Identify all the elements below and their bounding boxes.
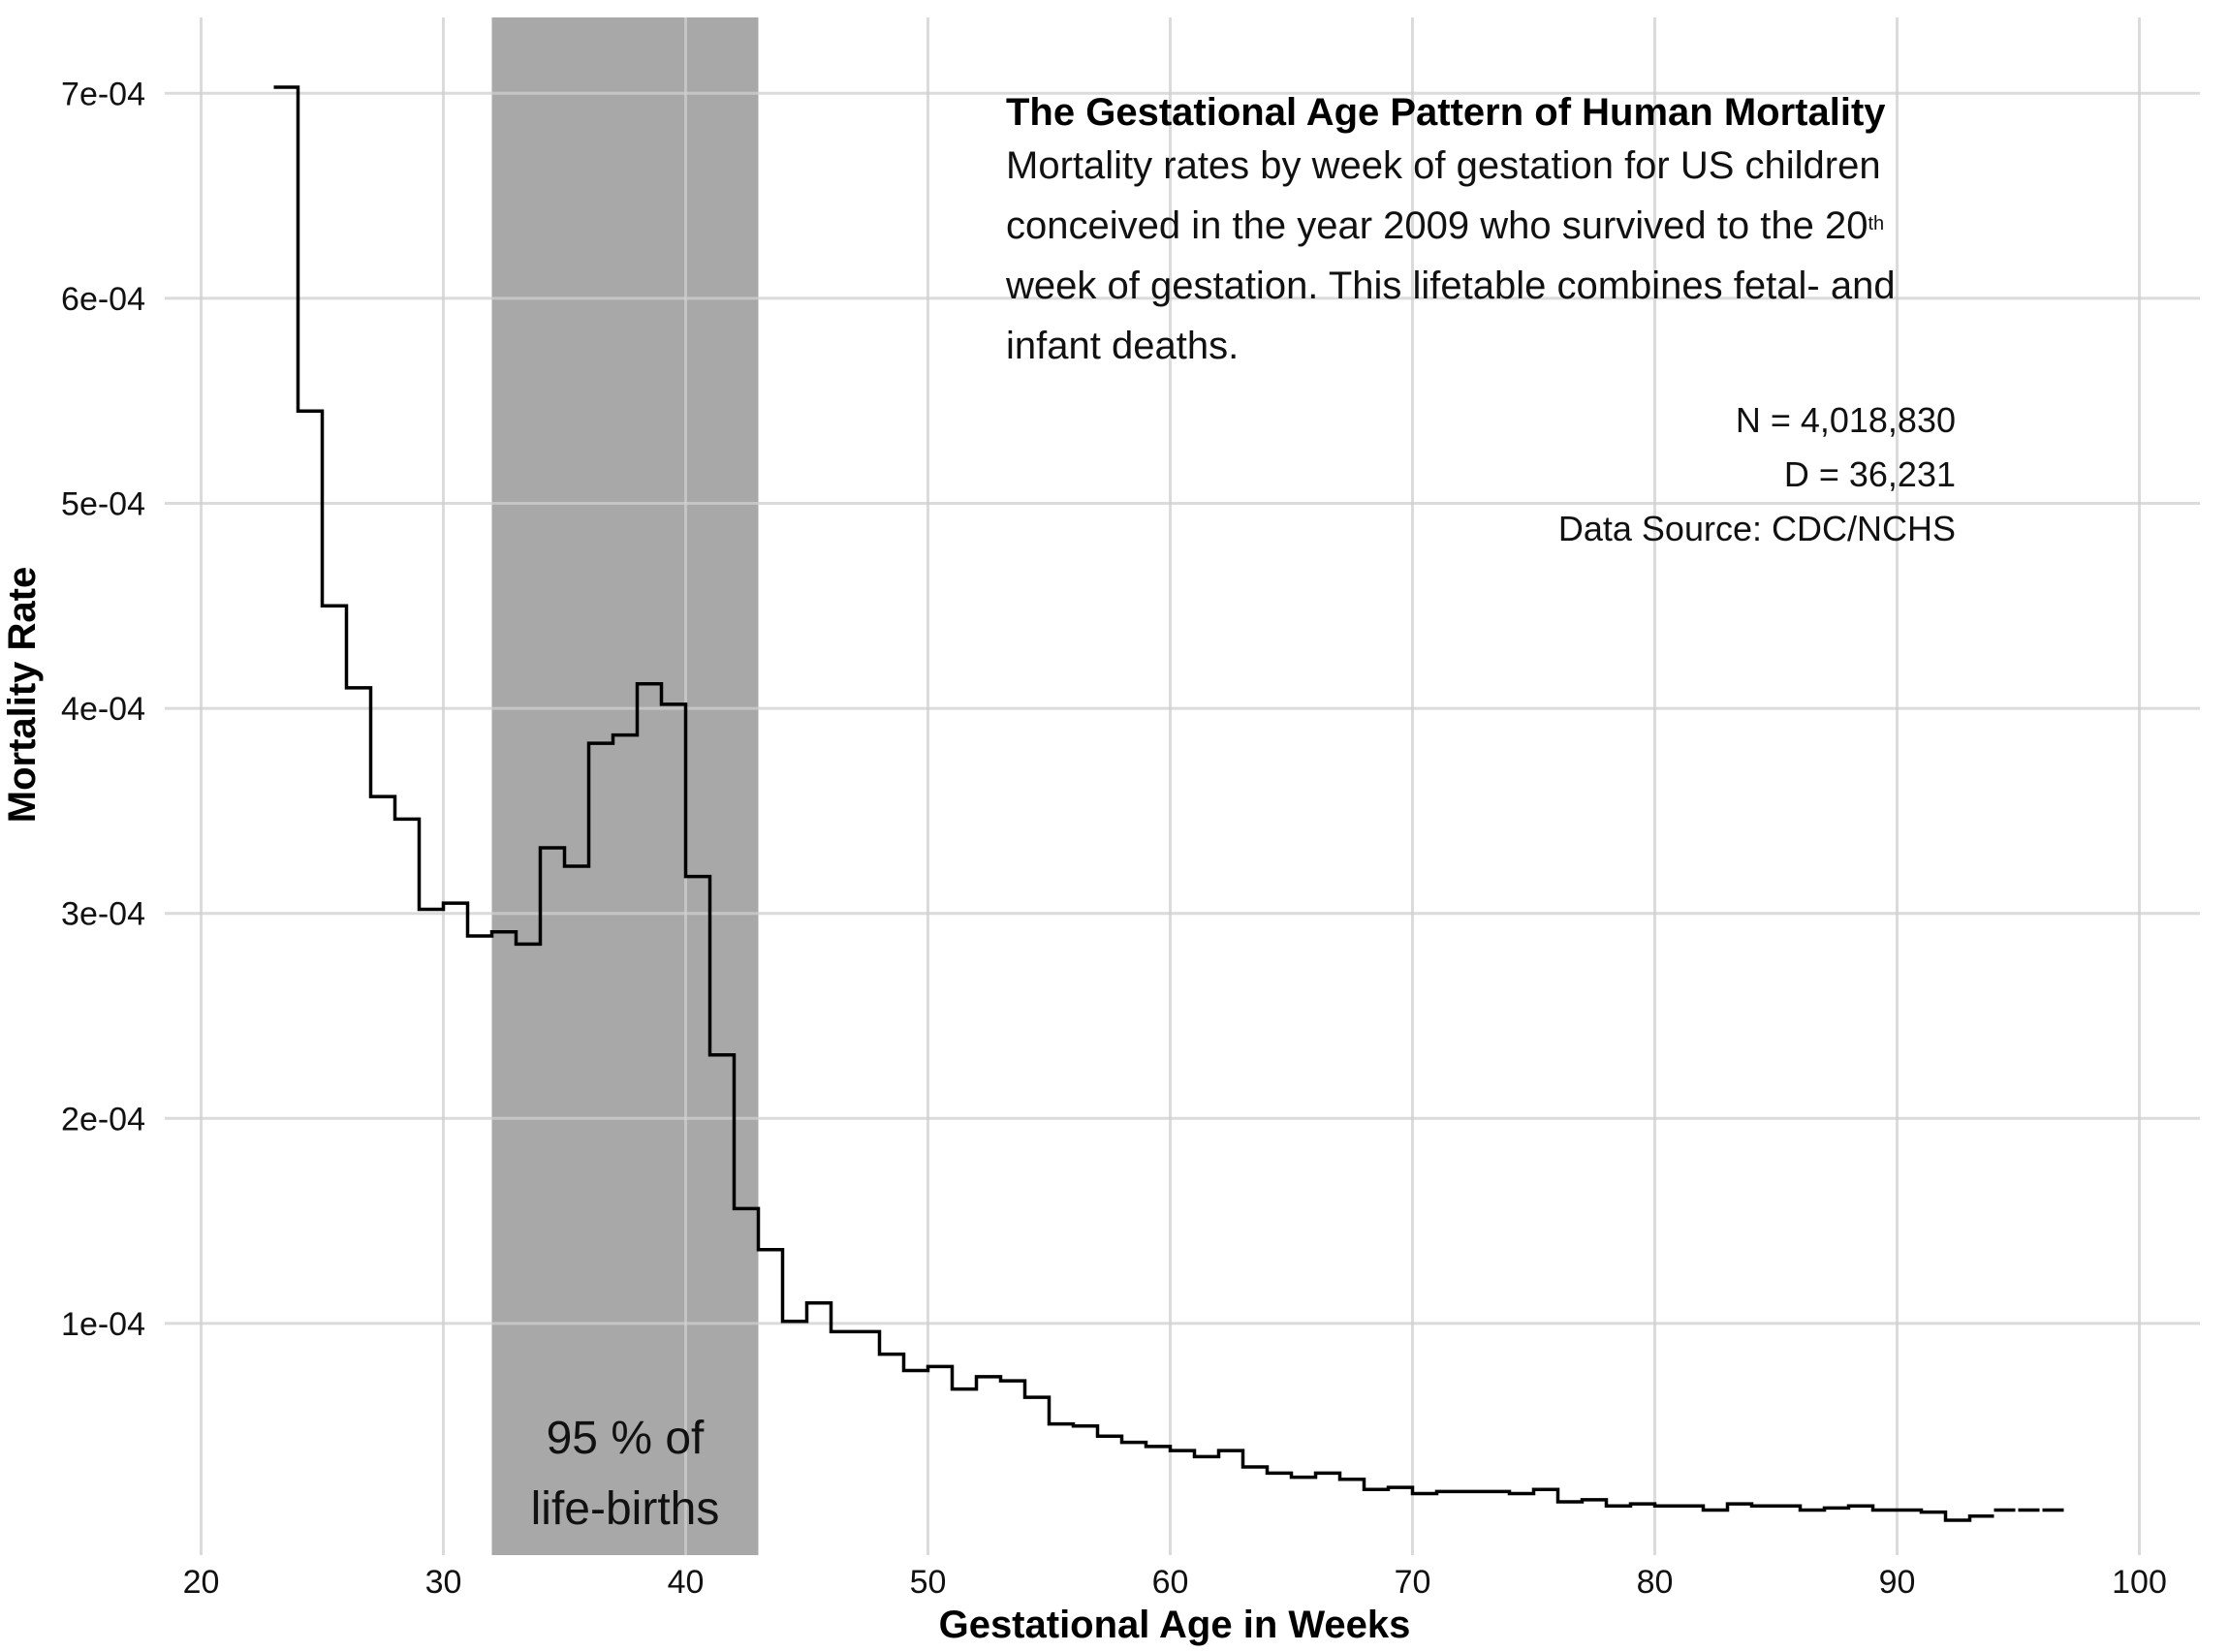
x-tick-label: 100 bbox=[2112, 1564, 2167, 1601]
y-tick-label: 2e-04 bbox=[61, 1101, 145, 1138]
stat-d: D = 36,231 bbox=[1783, 454, 1956, 494]
x-axis-title: Gestational Age in Weeks bbox=[939, 1604, 1411, 1646]
y-tick-label: 1e-04 bbox=[61, 1306, 145, 1343]
y-tick-label: 4e-04 bbox=[61, 691, 145, 728]
x-tick-label: 60 bbox=[1152, 1564, 1189, 1601]
mortality-step-line bbox=[273, 85, 1994, 1522]
x-tick-label: 40 bbox=[668, 1564, 705, 1601]
y-tick-label: 6e-04 bbox=[61, 281, 145, 318]
births-band bbox=[491, 17, 759, 1555]
series-layer bbox=[273, 85, 2067, 1522]
band-label-line2: life-births bbox=[531, 1483, 720, 1535]
x-tick-label: 80 bbox=[1637, 1564, 1674, 1601]
chart-stats: N = 4,018,830 D = 36,231 Data Source: CD… bbox=[1006, 393, 1956, 556]
x-tick-label: 70 bbox=[1395, 1564, 1431, 1601]
chart-title: The Gestational Age Pattern of Human Mor… bbox=[1006, 91, 1886, 134]
band-label-line1: 95 % of bbox=[547, 1413, 705, 1464]
x-axis-ticks: 20 30 40 50 60 70 80 90 100 bbox=[183, 1564, 2167, 1601]
y-tick-label: 5e-04 bbox=[61, 485, 145, 522]
subtitle-superscript: th bbox=[1868, 213, 1885, 234]
subtitle-text-b: week of gestation. This lifetable combin… bbox=[1006, 265, 1896, 367]
grid-layer bbox=[165, 17, 2200, 1555]
y-axis-ticks: 1e-04 2e-04 3e-04 4e-04 5e-04 6e-04 7e-04 bbox=[61, 76, 145, 1343]
x-tick-label: 30 bbox=[425, 1564, 462, 1601]
chart-subtitle: Mortality rates by week of gestation for… bbox=[1006, 136, 1956, 376]
x-tick-label: 20 bbox=[183, 1564, 220, 1601]
band-layer bbox=[491, 17, 759, 1555]
subtitle-text-a: Mortality rates by week of gestation for… bbox=[1006, 144, 1881, 247]
stat-n: N = 4,018,830 bbox=[1735, 400, 1956, 440]
data-source: Data Source: CDC/NCHS bbox=[1557, 509, 1956, 548]
x-tick-label: 50 bbox=[910, 1564, 947, 1601]
y-axis-title: Mortality Rate bbox=[1, 567, 44, 824]
y-tick-label: 3e-04 bbox=[61, 896, 145, 933]
x-tick-label: 90 bbox=[1879, 1564, 1916, 1601]
chart-info-panel: The Gestational Age Pattern of Human Mor… bbox=[1006, 89, 1956, 556]
y-tick-label: 7e-04 bbox=[61, 76, 145, 112]
